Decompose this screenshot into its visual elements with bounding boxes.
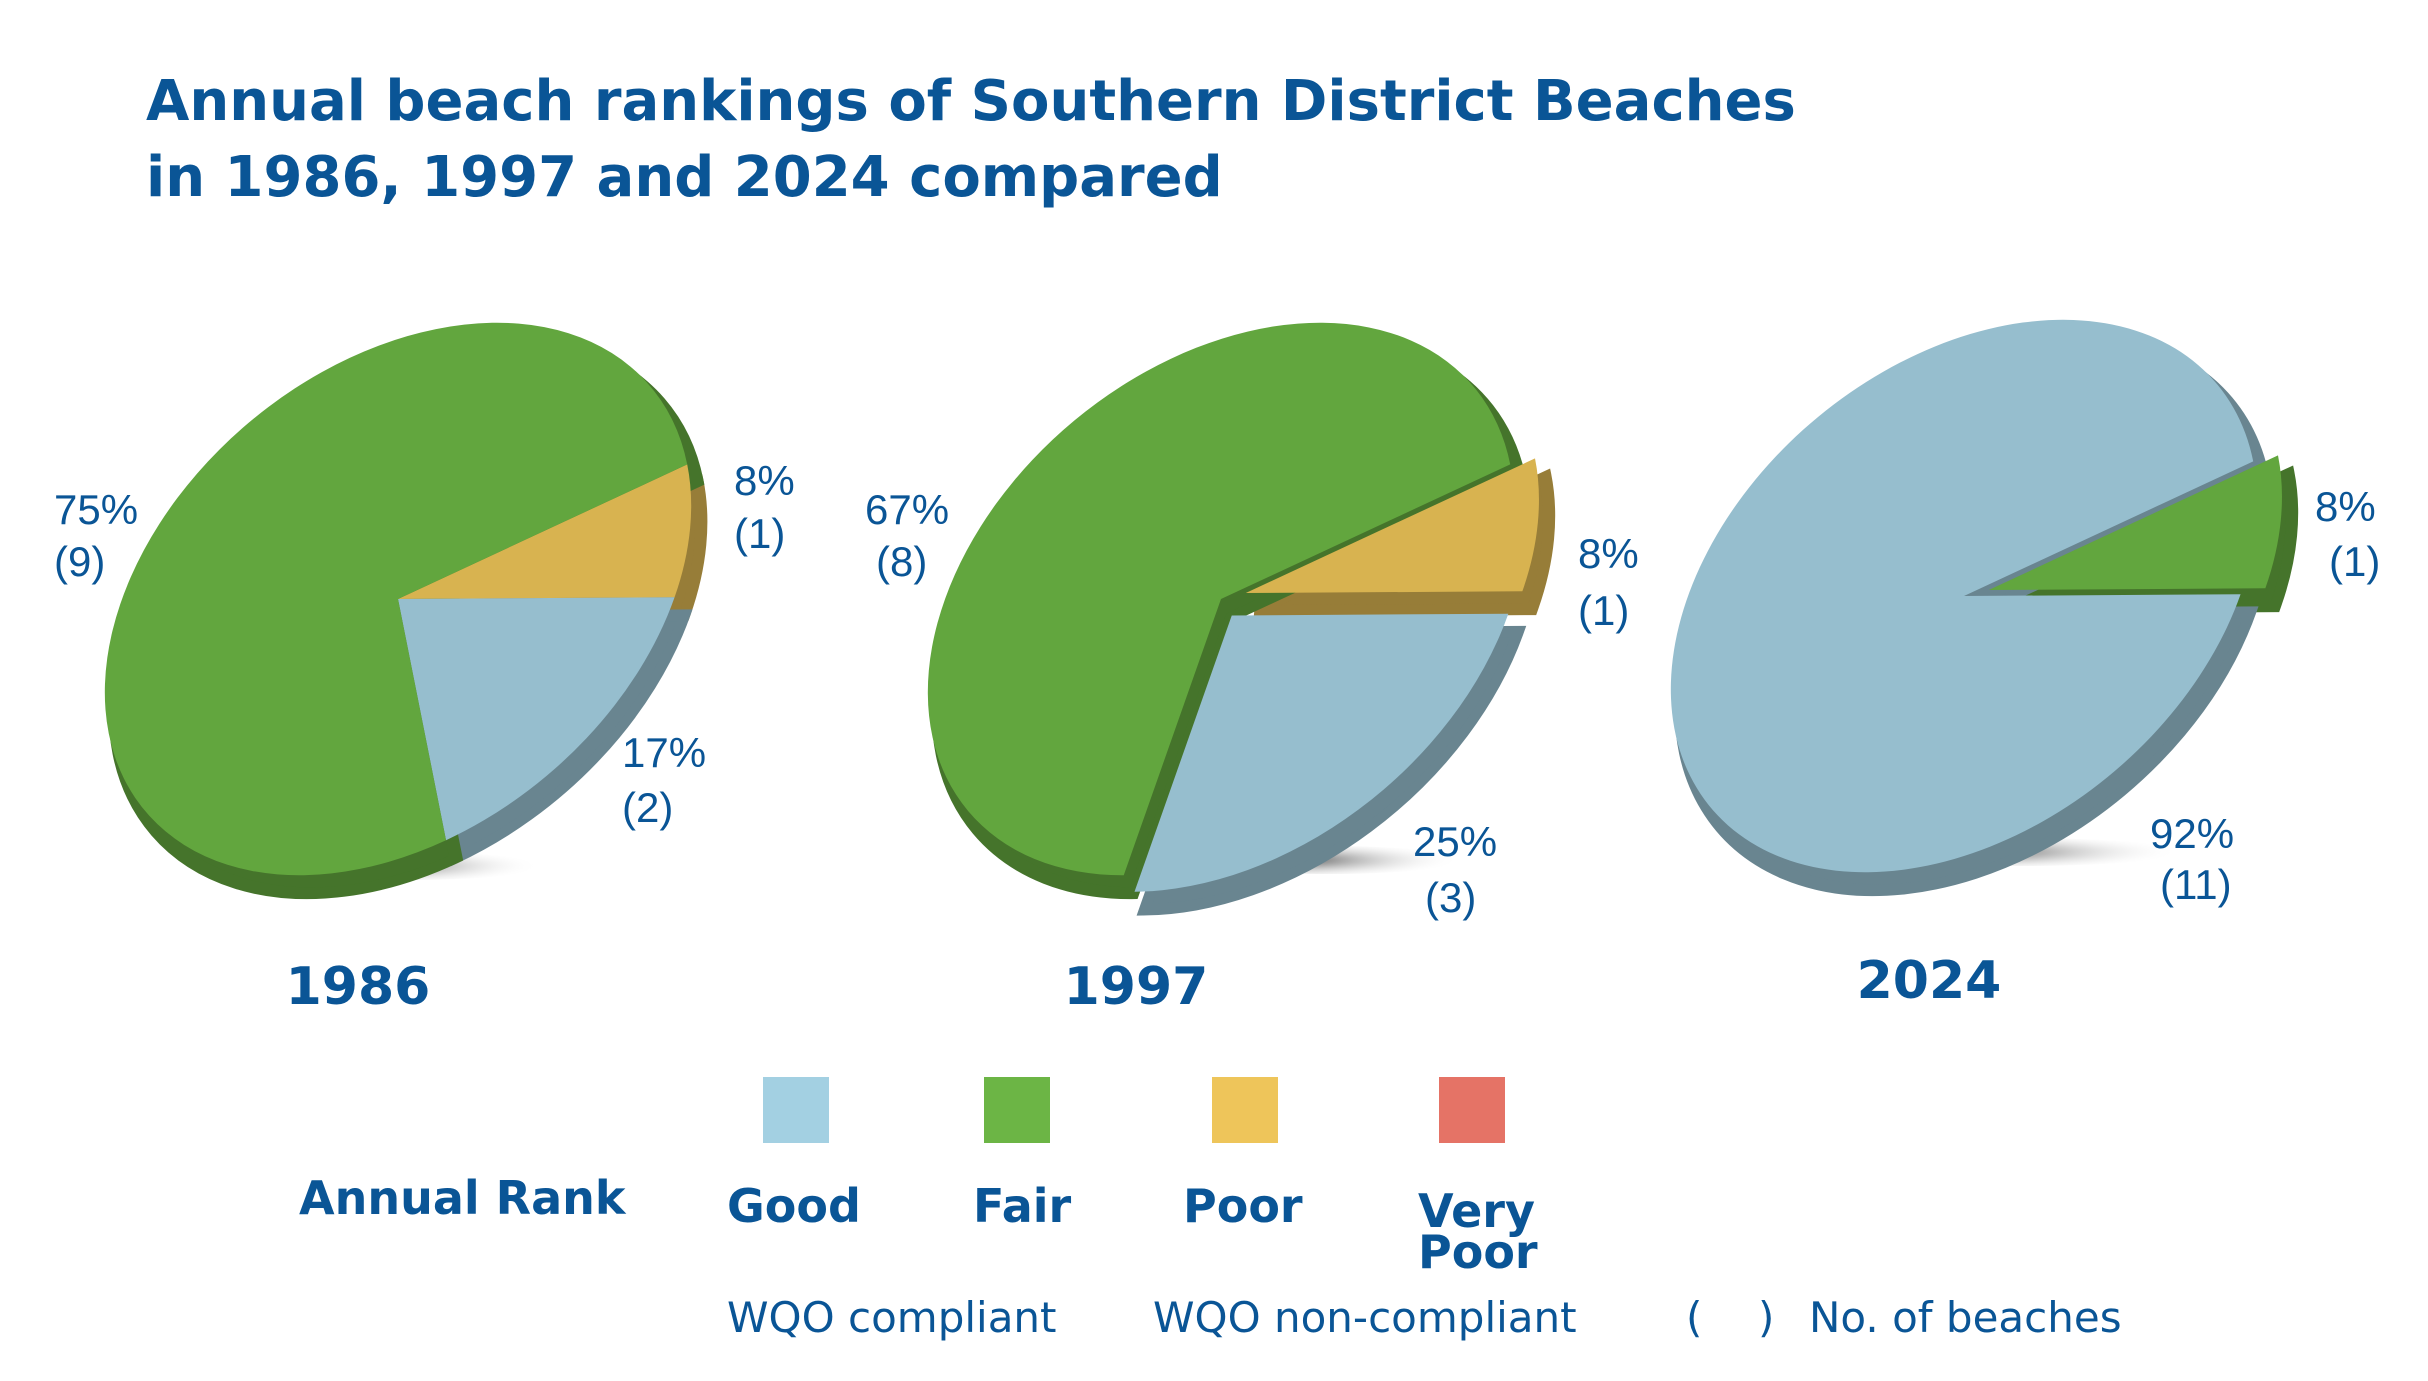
legend-swatch-very-poor xyxy=(1439,1077,1505,1143)
chart-title-line1: Annual beach rankings of Southern Distri… xyxy=(146,69,1796,134)
pie-2024-top xyxy=(1670,319,2282,873)
pie-2024-good-pct: 92% xyxy=(2150,810,2234,857)
paren-open: ( xyxy=(1686,1293,1702,1342)
pie-1986-fair-count: (9) xyxy=(54,538,105,585)
legend-swatch-poor xyxy=(1212,1077,1278,1143)
legend-swatch-fair xyxy=(984,1077,1050,1143)
year-label-1997: 1997 xyxy=(1064,957,1209,1017)
legend-label-very: Very xyxy=(1418,1184,1535,1238)
pie-2024-fair-pct: 8% xyxy=(2315,483,2376,530)
pie-1997-good-pct: 25% xyxy=(1413,818,1497,865)
pie-1986-slice-poor xyxy=(398,464,692,599)
pie-1997-fair-pct: 67% xyxy=(865,486,949,533)
wqo-non-compliant-note: WQO non-compliant xyxy=(1153,1293,1577,1342)
pie-1986-fair-pct: 75% xyxy=(54,486,138,533)
pie-1997-poor-count: (1) xyxy=(1578,587,1629,634)
pie-1986-slice-good xyxy=(398,597,675,841)
paren-close: ) xyxy=(1758,1293,1774,1342)
wqo-compliant-note: WQO compliant xyxy=(727,1293,1057,1342)
pie-1986-poor-count: (1) xyxy=(734,510,785,557)
legend-label-very-poor: Poor xyxy=(1418,1225,1538,1279)
legend-title: Annual Rank xyxy=(299,1171,627,1225)
legend-label-poor: Poor xyxy=(1183,1179,1303,1233)
pie-1997-slice-poor xyxy=(1245,458,1539,594)
pie-1997-top xyxy=(927,322,1539,892)
pie-1986-poor-pct: 8% xyxy=(734,457,795,504)
legend: Annual Rank Good Fair Poor Very Poor WQO… xyxy=(299,1077,2122,1342)
pie-1997-fair-count: (8) xyxy=(876,538,927,585)
legend-label-good: Good xyxy=(727,1179,861,1233)
pie-1986-slice-fair xyxy=(104,322,688,876)
pie-2024-slice-good xyxy=(1670,319,2254,873)
pies xyxy=(104,319,2299,916)
count-note: No. of beaches xyxy=(1809,1293,2122,1342)
pie-2024-good-count: (11) xyxy=(2160,861,2232,908)
pie-1997-good-count: (3) xyxy=(1425,874,1476,921)
pie-1997-poor-pct: 8% xyxy=(1578,530,1639,577)
chart-title-line2: in 1986, 1997 and 2024 compared xyxy=(146,145,1223,210)
legend-label-fair: Fair xyxy=(973,1179,1072,1233)
pie-1986-top xyxy=(104,322,692,876)
year-label-2024: 2024 xyxy=(1857,951,2002,1011)
pie-2024-slice-fair xyxy=(1988,455,2282,591)
year-label-1986: 1986 xyxy=(286,957,431,1017)
pie-1997-slice-fair xyxy=(927,322,1511,876)
pie-1986-good-count: (2) xyxy=(622,784,673,831)
pie-1986-good-pct: 17% xyxy=(622,729,706,776)
legend-swatch-good xyxy=(763,1077,829,1143)
pie-2024-fair-count: (1) xyxy=(2329,538,2380,585)
pie-1997-slice-good xyxy=(1134,613,1509,892)
